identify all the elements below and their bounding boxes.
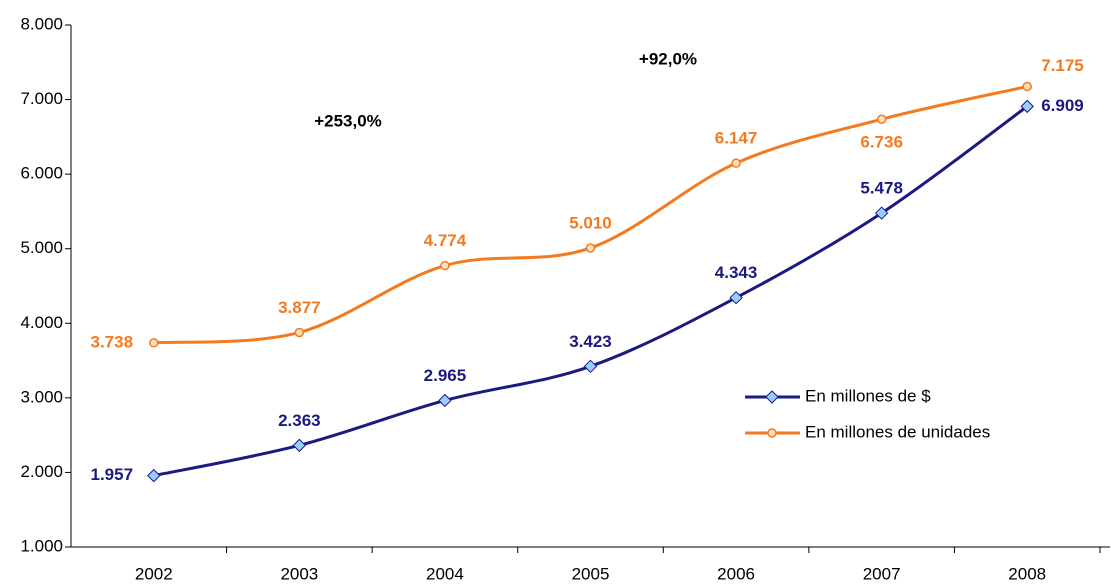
data-label: 3.738: [91, 332, 134, 351]
marker: [874, 206, 889, 220]
x-tick-label: 2002: [135, 564, 173, 583]
marker: [440, 260, 450, 271]
marker: [1020, 99, 1034, 114]
x-tick-label: 2007: [863, 564, 901, 583]
data-label: 7.175: [1041, 56, 1084, 75]
marker: [729, 291, 743, 305]
legend-label: En millones de unidades: [805, 422, 990, 441]
marker: [294, 327, 305, 338]
marker: [583, 359, 598, 374]
data-label: 3.877: [278, 298, 321, 317]
y-tick-label: 8.000: [20, 14, 63, 33]
y-tick-label: 4.000: [20, 313, 63, 332]
marker: [149, 338, 159, 348]
y-tick-label: 5.000: [20, 238, 63, 257]
marker: [767, 428, 777, 438]
y-tick-label: 3.000: [20, 387, 63, 406]
marker: [731, 158, 741, 168]
marker: [292, 438, 307, 453]
data-label: 6.736: [860, 133, 903, 152]
x-tick-label: 2003: [280, 564, 318, 583]
data-label: 5.010: [569, 213, 612, 232]
data-label: 6.909: [1041, 96, 1084, 115]
marker: [1022, 81, 1032, 92]
y-tick-label: 6.000: [20, 164, 63, 183]
x-tick-label: 2008: [1008, 564, 1046, 583]
marker: [438, 393, 452, 408]
x-tick-label: 2005: [572, 564, 610, 583]
marker: [147, 468, 161, 483]
annotation: +92,0%: [639, 49, 697, 68]
legend-label: En millones de $: [805, 386, 931, 405]
marker: [765, 390, 779, 404]
marker: [876, 114, 887, 125]
data-label: 4.343: [715, 263, 758, 282]
annotation: +253,0%: [314, 111, 382, 130]
y-tick-label: 7.000: [20, 89, 63, 108]
marker: [585, 243, 596, 253]
y-tick-label: 1.000: [20, 536, 63, 555]
data-label: 6.147: [715, 129, 758, 148]
data-label: 3.423: [569, 332, 612, 351]
x-tick-label: 2004: [426, 564, 464, 583]
data-label: 2.965: [424, 366, 467, 385]
x-tick-label: 2006: [717, 564, 755, 583]
data-label: 1.957: [91, 465, 134, 484]
data-label: 2.363: [278, 411, 321, 430]
data-label: 4.774: [424, 231, 467, 250]
data-label: 5.478: [860, 179, 903, 198]
y-tick-label: 2.000: [20, 462, 63, 481]
